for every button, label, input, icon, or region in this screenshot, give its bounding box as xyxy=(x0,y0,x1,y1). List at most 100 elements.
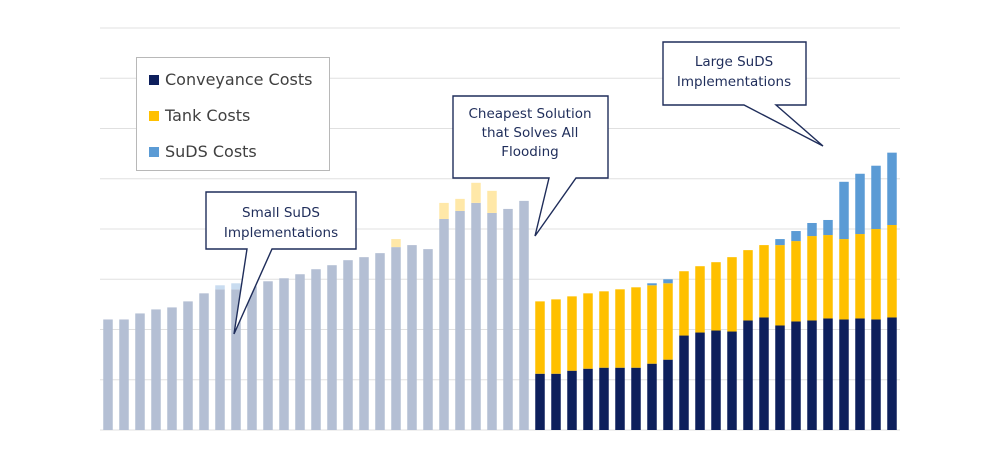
callout-shape xyxy=(662,41,824,147)
bar-segment-conveyance xyxy=(567,370,577,430)
bar-faded xyxy=(231,289,241,430)
bar-faded xyxy=(119,319,129,430)
bar-segment-suds xyxy=(775,239,785,246)
bar-segment-conveyance xyxy=(711,330,721,430)
legend-label-tank: Tank Costs xyxy=(165,106,251,125)
bar-segment-tank xyxy=(711,262,721,331)
bar-segment-suds xyxy=(663,279,673,284)
bar-segment-conveyance xyxy=(839,319,849,430)
bar-segment-tank xyxy=(583,293,593,369)
bar-faded xyxy=(311,269,321,430)
bar-faded xyxy=(503,208,513,430)
callout-small-suds: Small SuDS Implementations xyxy=(205,191,357,335)
bar-faded xyxy=(279,278,289,430)
bar-segment-conveyance xyxy=(647,363,657,430)
bar-segment-conveyance xyxy=(823,318,833,430)
callout-line: Large SuDS xyxy=(695,54,773,70)
bar-segment-conveyance xyxy=(807,320,817,430)
bar-segment-tank xyxy=(871,229,881,320)
bars xyxy=(103,152,897,430)
bar-segment-tank xyxy=(807,236,817,321)
legend-label-suds: SuDS Costs xyxy=(165,142,257,161)
bar-faded xyxy=(263,281,273,430)
bar-faded xyxy=(151,309,161,430)
bar-segment-conveyance xyxy=(663,359,673,430)
bar-faded xyxy=(103,319,113,430)
tank-swatch xyxy=(149,110,159,121)
bar-segment-suds xyxy=(647,283,657,286)
bar-faded-accent xyxy=(471,182,481,203)
bar-segment-conveyance xyxy=(679,335,689,430)
bar-segment-suds xyxy=(823,219,833,236)
bar-faded xyxy=(183,301,193,430)
callout-line: that Solves All xyxy=(482,125,579,141)
bar-segment-conveyance xyxy=(791,321,801,430)
bar-segment-tank xyxy=(839,239,849,320)
bar-faded xyxy=(135,313,145,430)
bar-segment-conveyance xyxy=(551,373,561,430)
bar-segment-suds xyxy=(871,165,881,230)
bar-segment-tank xyxy=(615,289,625,368)
bar-segment-conveyance xyxy=(535,373,545,430)
conveyance-swatch xyxy=(149,74,159,85)
bar-segment-tank xyxy=(775,245,785,326)
bar-faded xyxy=(439,218,449,430)
callout-line: Implementations xyxy=(224,225,338,241)
bar-segment-conveyance xyxy=(759,317,769,430)
callout-cheapest: Cheapest Solution that Solves All Flooding xyxy=(452,95,609,237)
bar-faded xyxy=(359,257,369,430)
bar-segment-tank xyxy=(679,271,689,336)
legend-item-suds: SuDS Costs xyxy=(149,142,257,161)
bar-segment-tank xyxy=(727,257,737,332)
bar-segment-tank xyxy=(631,287,641,368)
bar-segment-conveyance xyxy=(583,368,593,430)
bar-faded xyxy=(423,249,433,430)
bar-segment-conveyance xyxy=(871,319,881,430)
bar-segment-suds xyxy=(807,222,817,237)
legend: Conveyance Costs Tank Costs SuDS Costs xyxy=(136,57,330,171)
bar-segment-conveyance xyxy=(743,320,753,430)
bar-faded xyxy=(487,212,497,430)
bar-segment-tank xyxy=(823,235,833,319)
bar-faded-accent xyxy=(215,285,225,290)
bar-segment-tank xyxy=(887,225,897,318)
callout-line: Small SuDS xyxy=(242,205,320,221)
bar-segment-tank xyxy=(855,234,865,319)
bar-segment-conveyance xyxy=(599,367,609,430)
bar-faded xyxy=(407,245,417,430)
bar-segment-tank xyxy=(647,285,657,364)
callout-shape xyxy=(452,95,609,237)
callout-line: Cheapest Solution xyxy=(468,106,591,122)
bar-segment-conveyance xyxy=(727,331,737,430)
bar-faded-accent xyxy=(391,239,401,248)
callout-line: Flooding xyxy=(501,144,558,160)
bar-faded xyxy=(519,200,529,430)
legend-item-tank: Tank Costs xyxy=(149,106,250,125)
bar-faded xyxy=(327,265,337,430)
bar-faded xyxy=(343,260,353,430)
bar-segment-suds xyxy=(839,181,849,240)
bar-segment-conveyance xyxy=(855,318,865,430)
callouts: Small SuDS Implementations Cheapest Soluti… xyxy=(205,41,824,335)
bar-faded xyxy=(375,253,385,430)
bar-segment-conveyance xyxy=(775,325,785,430)
bar-segment-suds xyxy=(887,152,897,226)
bar-segment-conveyance xyxy=(631,367,641,430)
bar-segment-tank xyxy=(535,301,545,374)
bar-faded-accent xyxy=(231,283,241,290)
bar-segment-tank xyxy=(567,296,577,371)
bar-segment-tank xyxy=(791,241,801,322)
bar-segment-tank xyxy=(759,245,769,318)
bar-segment-conveyance xyxy=(695,332,705,430)
legend-label-conveyance: Conveyance Costs xyxy=(165,70,313,89)
bar-segment-conveyance xyxy=(887,317,897,430)
suds-swatch xyxy=(149,146,159,157)
bar-faded xyxy=(199,293,209,430)
bar-segment-conveyance xyxy=(615,367,625,430)
bar-faded xyxy=(391,247,401,430)
bar-faded xyxy=(247,286,257,430)
callout-large-suds: Large SuDS Implementations xyxy=(662,41,824,147)
callout-shape xyxy=(205,191,357,335)
bar-faded-accent xyxy=(439,202,449,219)
